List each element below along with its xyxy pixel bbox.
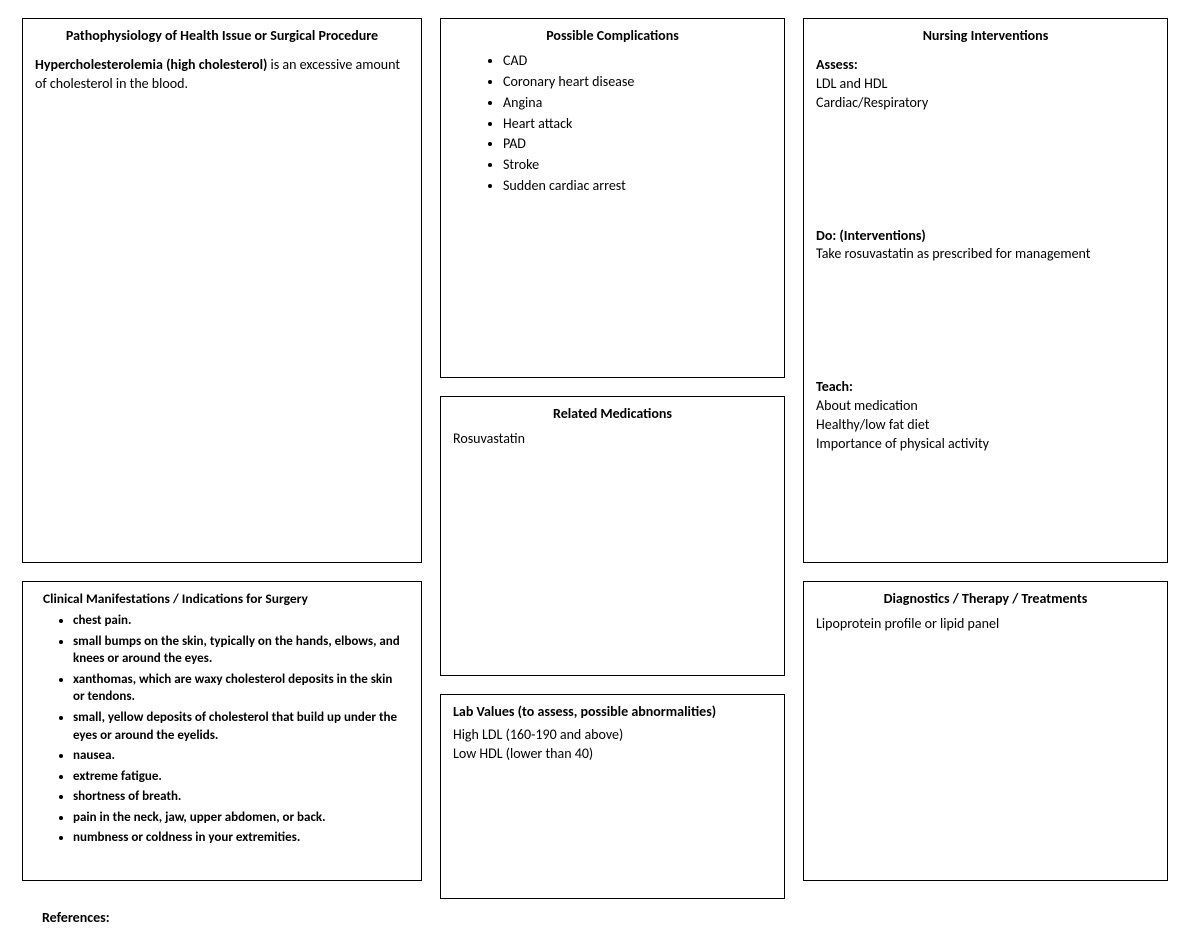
teach-line: About medication	[816, 397, 1155, 416]
diagnostics-body: Lipoprotein profile or lipid panel	[816, 615, 1155, 634]
list-item: numbness or coldness in your extremities…	[73, 829, 405, 847]
teach-line: Healthy/low fat diet	[816, 416, 1155, 435]
column-1: Pathophysiology of Health Issue or Surgi…	[22, 18, 422, 881]
clinical-list: chest pain. small bumps on the skin, typ…	[43, 612, 405, 847]
medications-body: Rosuvastatin	[453, 430, 772, 449]
do-line: Take rosuvastatin as prescribed for mana…	[816, 245, 1155, 264]
list-item: Angina	[503, 94, 772, 113]
list-item: Stroke	[503, 156, 772, 175]
list-item: extreme fatigue.	[73, 768, 405, 786]
box-complications: Possible Complications CAD Coronary hear…	[440, 18, 785, 378]
assess-line: LDL and HDL	[816, 75, 1155, 94]
nursing-assess-block: Assess: LDL and HDL Cardiac/Respiratory	[816, 56, 1155, 113]
column-3: Nursing Interventions Assess: LDL and HD…	[803, 18, 1168, 881]
assess-line: Cardiac/Respiratory	[816, 94, 1155, 113]
list-item: Sudden cardiac arrest	[503, 177, 772, 196]
do-label: Do: (Interventions)	[816, 227, 1155, 246]
list-item: CAD	[503, 52, 772, 71]
list-item: chest pain.	[73, 612, 405, 630]
column-2: Possible Complications CAD Coronary hear…	[440, 18, 785, 899]
nursing-teach-block: Teach: About medication Healthy/low fat …	[816, 378, 1155, 454]
list-item: Heart attack	[503, 115, 772, 134]
list-item: nausea.	[73, 747, 405, 765]
patho-body: Hypercholesterolemia (high cholesterol) …	[35, 56, 409, 94]
complications-list: CAD Coronary heart disease Angina Heart …	[453, 52, 772, 196]
box-lab-values: Lab Values (to assess, possible abnormal…	[440, 694, 785, 899]
box-diagnostics: Diagnostics / Therapy / Treatments Lipop…	[803, 581, 1168, 881]
complications-title: Possible Complications	[453, 27, 772, 46]
clinical-title: Clinical Manifestations / Indications fo…	[43, 590, 405, 608]
assess-label: Assess:	[816, 56, 1155, 75]
labs-line: Low HDL (lower than 40)	[453, 745, 772, 764]
list-item: small, yellow deposits of cholesterol th…	[73, 709, 405, 744]
box-nursing-interventions: Nursing Interventions Assess: LDL and HD…	[803, 18, 1168, 563]
box-pathophysiology: Pathophysiology of Health Issue or Surgi…	[22, 18, 422, 563]
box-clinical-manifestations: Clinical Manifestations / Indications fo…	[22, 581, 422, 881]
nursing-do-block: Do: (Interventions) Take rosuvastatin as…	[816, 227, 1155, 265]
diagnostics-title: Diagnostics / Therapy / Treatments	[816, 590, 1155, 609]
patho-title: Pathophysiology of Health Issue or Surgi…	[35, 27, 409, 46]
labs-title: Lab Values (to assess, possible abnormal…	[453, 703, 772, 722]
spacer	[816, 117, 1155, 227]
list-item: shortness of breath.	[73, 788, 405, 806]
patho-term: Hypercholesterolemia (high cholesterol)	[35, 56, 267, 73]
labs-line: High LDL (160-190 and above)	[453, 726, 772, 745]
nursing-title: Nursing Interventions	[816, 27, 1155, 46]
concept-map-grid: Pathophysiology of Health Issue or Surgi…	[22, 18, 1178, 899]
medications-title: Related Medications	[453, 405, 772, 424]
list-item: PAD	[503, 135, 772, 154]
references-label: References:	[42, 909, 1178, 926]
list-item: xanthomas, which are waxy cholesterol de…	[73, 671, 405, 706]
list-item: Coronary heart disease	[503, 73, 772, 92]
teach-line: Importance of physical activity	[816, 435, 1155, 454]
teach-label: Teach:	[816, 378, 1155, 397]
box-medications: Related Medications Rosuvastatin	[440, 396, 785, 676]
spacer	[816, 268, 1155, 378]
list-item: pain in the neck, jaw, upper abdomen, or…	[73, 809, 405, 827]
list-item: small bumps on the skin, typically on th…	[73, 633, 405, 668]
